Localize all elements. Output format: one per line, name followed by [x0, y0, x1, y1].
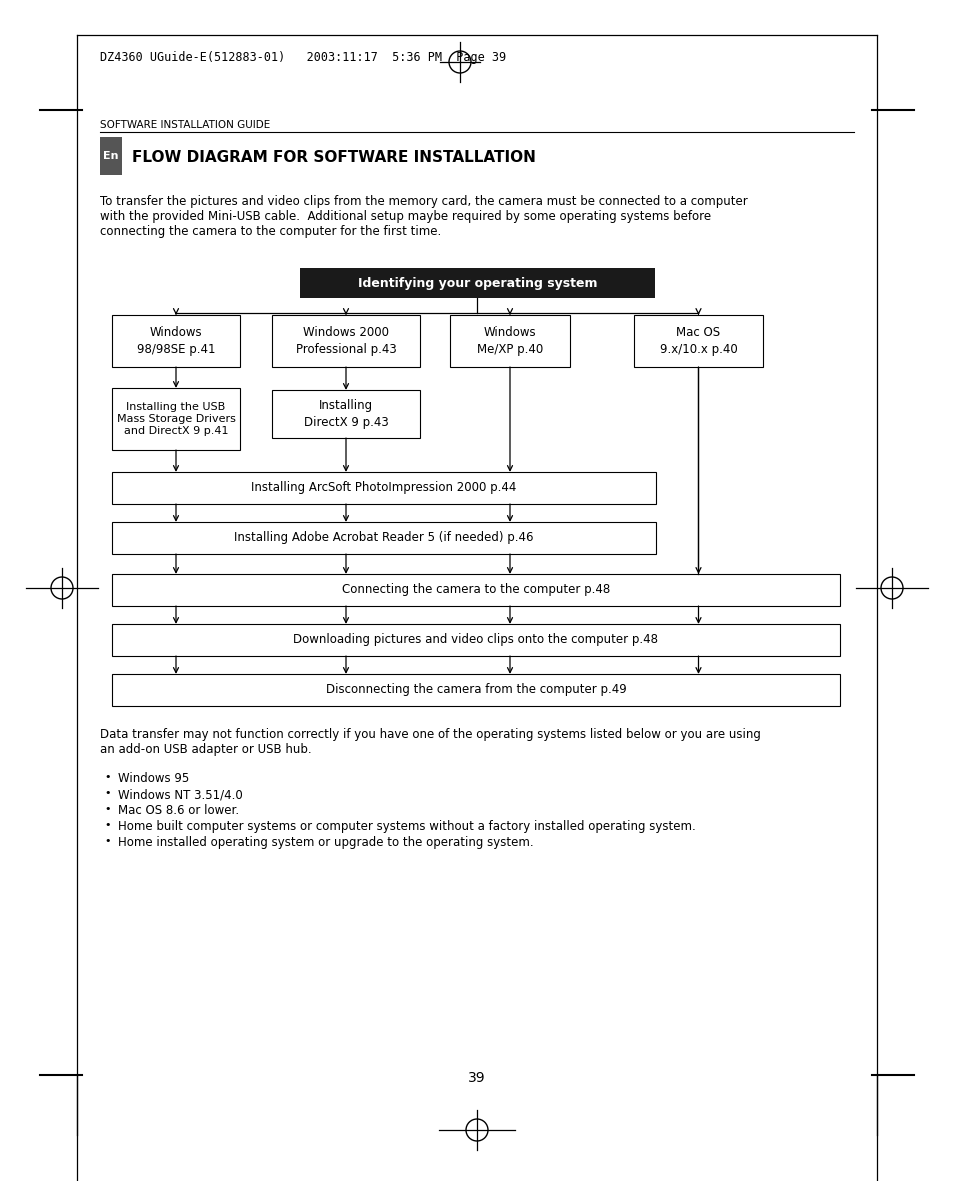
Text: Windows
98/98SE p.41: Windows 98/98SE p.41 — [136, 326, 215, 355]
Bar — [272, 315, 419, 367]
Text: Data transfer may not function correctly if you have one of the operating system: Data transfer may not function correctly… — [100, 727, 760, 740]
Bar — [112, 472, 656, 504]
Text: En: En — [103, 151, 118, 161]
Text: FLOW DIAGRAM FOR SOFTWARE INSTALLATION: FLOW DIAGRAM FOR SOFTWARE INSTALLATION — [132, 150, 536, 165]
Text: Windows 2000
Professional p.43: Windows 2000 Professional p.43 — [295, 326, 395, 355]
Text: Installing
DirectX 9 p.43: Installing DirectX 9 p.43 — [303, 399, 388, 429]
Bar — [299, 268, 655, 298]
Text: •: • — [105, 836, 112, 846]
Text: To transfer the pictures and video clips from the memory card, the camera must b: To transfer the pictures and video clips… — [100, 195, 747, 208]
Text: DZ4360 UGuide-E(512883-01)   2003:11:17  5:36 PM  Page 39: DZ4360 UGuide-E(512883-01) 2003:11:17 5:… — [100, 51, 506, 64]
Text: Connecting the camera to the computer p.48: Connecting the camera to the computer p.… — [341, 583, 610, 596]
Bar — [112, 522, 656, 554]
Bar — [112, 315, 240, 367]
Bar — [112, 574, 840, 606]
Text: 39: 39 — [468, 1071, 485, 1085]
Text: Windows 95: Windows 95 — [118, 772, 189, 785]
Text: Installing Adobe Acrobat Reader 5 (if needed) p.46: Installing Adobe Acrobat Reader 5 (if ne… — [234, 531, 533, 544]
Text: Home installed operating system or upgrade to the operating system.: Home installed operating system or upgra… — [118, 836, 533, 849]
Bar — [112, 624, 840, 655]
Bar — [450, 315, 569, 367]
Text: •: • — [105, 820, 112, 830]
Text: Downloading pictures and video clips onto the computer p.48: Downloading pictures and video clips ont… — [294, 633, 658, 646]
Text: Mac OS 8.6 or lower.: Mac OS 8.6 or lower. — [118, 804, 239, 817]
Text: •: • — [105, 788, 112, 798]
Text: Disconnecting the camera from the computer p.49: Disconnecting the camera from the comput… — [325, 684, 626, 697]
Text: with the provided Mini-USB cable.  Additional setup maybe required by some opera: with the provided Mini-USB cable. Additi… — [100, 210, 710, 223]
Bar — [272, 390, 419, 438]
Bar — [112, 389, 240, 450]
Text: Installing the USB
Mass Storage Drivers
and DirectX 9 p.41: Installing the USB Mass Storage Drivers … — [116, 402, 235, 437]
Text: Windows NT 3.51/4.0: Windows NT 3.51/4.0 — [118, 788, 242, 801]
Text: Mac OS
9.x/10.x p.40: Mac OS 9.x/10.x p.40 — [659, 326, 737, 355]
Bar — [112, 674, 840, 706]
Text: SOFTWARE INSTALLATION GUIDE: SOFTWARE INSTALLATION GUIDE — [100, 120, 270, 130]
Bar — [100, 137, 122, 175]
Bar — [634, 315, 762, 367]
Text: Home built computer systems or computer systems without a factory installed oper: Home built computer systems or computer … — [118, 820, 695, 833]
Text: •: • — [105, 804, 112, 814]
Text: Identifying your operating system: Identifying your operating system — [357, 276, 597, 289]
Text: •: • — [105, 772, 112, 782]
Text: connecting the camera to the computer for the first time.: connecting the camera to the computer fo… — [100, 226, 441, 239]
Text: an add-on USB adapter or USB hub.: an add-on USB adapter or USB hub. — [100, 743, 312, 756]
Text: Windows
Me/XP p.40: Windows Me/XP p.40 — [476, 326, 542, 355]
Text: Installing ArcSoft PhotoImpression 2000 p.44: Installing ArcSoft PhotoImpression 2000 … — [251, 482, 517, 495]
